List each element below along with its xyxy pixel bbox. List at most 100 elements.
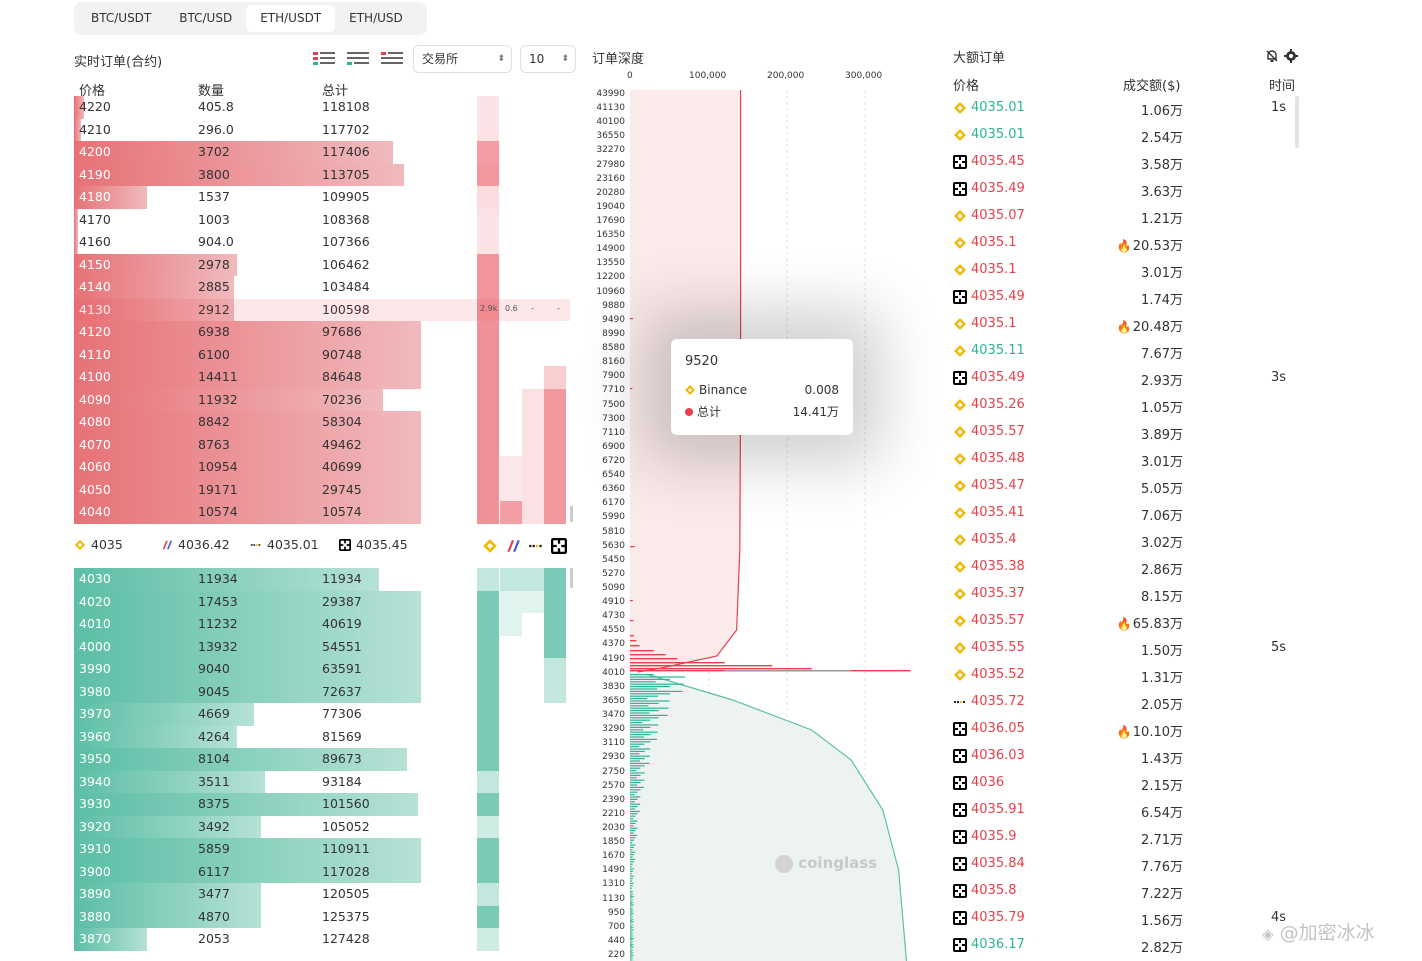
large-order-row[interactable]: 4035.48 3.01万 [953, 446, 1303, 473]
ask-row[interactable]: 4210 296.0 117702 [74, 118, 574, 141]
bid-row[interactable]: 3900 6117 117028 [74, 860, 574, 883]
bid-depth-bar [74, 905, 262, 928]
ask-row[interactable]: 4150 2978 106462 [74, 253, 574, 276]
large-order-row[interactable]: 4036.17 2.82万 [953, 932, 1303, 959]
large-order-price: 4036.05 [971, 721, 1025, 736]
large-order-row[interactable]: 4035.55 1.50万 5s [953, 635, 1303, 662]
tab-btc-usd[interactable]: BTC/USD [179, 11, 233, 25]
ask-total: 109905 [322, 189, 370, 204]
exchange-mini-bar [544, 456, 566, 479]
ask-qty: 8842 [198, 414, 230, 429]
large-order-row[interactable]: 4035.26 1.05万 [953, 392, 1303, 419]
ask-row[interactable]: 4110 6100 90748 [74, 343, 574, 366]
settings-gear-icon[interactable] [1284, 49, 1298, 63]
large-order-row[interactable]: 4035.1 🔥20.53万 [953, 230, 1303, 257]
large-order-row[interactable]: 4035.57 3.89万 [953, 419, 1303, 446]
large-order-row[interactable]: 4035.11 7.67万 [953, 338, 1303, 365]
large-orders-scrollbar[interactable] [1295, 96, 1299, 148]
bid-row[interactable]: 4000 13932 54551 [74, 635, 574, 658]
large-order-row[interactable]: 4035.9 2.71万 [953, 824, 1303, 851]
large-order-row[interactable]: 4035.4 3.02万 [953, 527, 1303, 554]
large-order-row[interactable]: 4035.79 1.56万 4s [953, 905, 1303, 932]
large-order-row[interactable]: 4035.91 6.54万 [953, 797, 1303, 824]
large-order-row[interactable]: 4036.05 🔥10.10万 [953, 716, 1303, 743]
large-order-row[interactable]: 4035.49 3.63万 [953, 176, 1303, 203]
ask-row[interactable]: 4060 10954 40699 [74, 456, 574, 479]
bid-row[interactable]: 3950 8104 89673 [74, 748, 574, 771]
bid-row[interactable]: 3970 4669 77306 [74, 703, 574, 726]
bid-row[interactable]: 4030 11934 11934 [74, 568, 574, 591]
ask-row[interactable]: 4040 10574 10574 [74, 501, 574, 524]
ask-row[interactable]: 4100 14411 84648 [74, 366, 574, 389]
filter-bitmex[interactable] [505, 538, 521, 558]
bid-row[interactable]: 4010 11232 40619 [74, 613, 574, 636]
view-asks-icon[interactable] [381, 51, 403, 67]
bid-row[interactable]: 3870 2053 127428 [74, 928, 574, 951]
bid-row[interactable]: 3930 8375 101560 [74, 793, 574, 816]
large-order-row[interactable]: 4035.84 7.76万 [953, 851, 1303, 878]
bid-row[interactable]: 3880 4870 125375 [74, 905, 574, 928]
bid-row[interactable]: 3960 4264 81569 [74, 725, 574, 748]
okx-icon [953, 830, 967, 844]
large-order-row[interactable]: 4035.8 7.22万 [953, 878, 1303, 905]
bid-row[interactable]: 3920 3492 105052 [74, 815, 574, 838]
view-bids-icon[interactable] [347, 51, 369, 67]
asks-scrollbar[interactable] [570, 506, 573, 522]
large-order-row[interactable]: 4036.03 1.43万 [953, 743, 1303, 770]
tab-eth-usdt[interactable]: ETH/USDT [246, 5, 336, 32]
ask-row[interactable]: 4130 2912 100598 [74, 298, 574, 321]
ask-row[interactable]: 4050 19171 29745 [74, 478, 574, 501]
large-order-row[interactable]: 4035.01 2.54万 [953, 122, 1303, 149]
large-order-row[interactable]: 4035.38 2.86万 [953, 554, 1303, 581]
bid-row[interactable]: 3890 3477 120505 [74, 883, 574, 906]
large-order-row[interactable]: 4035.45 3.58万 [953, 149, 1303, 176]
exchange-mini-bar [477, 703, 499, 726]
bid-row[interactable]: 3940 3511 93184 [74, 770, 574, 793]
large-order-row[interactable]: 4035.47 5.05万 [953, 473, 1303, 500]
bid-row[interactable]: 3980 9045 72637 [74, 680, 574, 703]
large-order-row[interactable]: 4035.49 1.74万 [953, 284, 1303, 311]
ask-row[interactable]: 4170 1003 108368 [74, 208, 574, 231]
large-order-row[interactable]: 4035.72 2.05万 [953, 689, 1303, 716]
large-order-row[interactable]: 4035.1 🔥20.48万 [953, 311, 1303, 338]
ask-row[interactable]: 4070 8763 49462 [74, 433, 574, 456]
ask-row[interactable]: 4190 3800 113705 [74, 163, 574, 186]
large-order-row[interactable]: 4035.37 8.15万 [953, 581, 1303, 608]
bids-scrollbar[interactable] [570, 568, 573, 588]
binance-icon [954, 318, 966, 330]
exchange-select[interactable]: 交易所 ⬍ [413, 45, 512, 73]
view-both-icon[interactable] [313, 51, 335, 67]
ask-row[interactable]: 4080 8842 58304 [74, 411, 574, 434]
large-order-row[interactable]: 4036 2.15万 [953, 770, 1303, 797]
ask-row[interactable]: 4160 904.0 107366 [74, 231, 574, 254]
depth-select[interactable]: 10 ⬍ [520, 45, 576, 73]
ask-row[interactable]: 4140 2885 103484 [74, 276, 574, 299]
depth-bid-level [630, 844, 636, 846]
depth-y-tick: 3830 [602, 681, 625, 692]
large-order-row[interactable]: 4035.1 3.01万 [953, 257, 1303, 284]
ask-row[interactable]: 4200 3702 117406 [74, 141, 574, 164]
bid-row[interactable]: 3910 5859 110911 [74, 838, 574, 861]
tab-btc-usdt[interactable]: BTC/USDT [91, 11, 152, 25]
bid-row[interactable]: 4020 17453 29387 [74, 590, 574, 613]
large-order-row[interactable]: 4035.49 2.93万 3s [953, 365, 1303, 392]
filter-okx[interactable] [551, 538, 567, 558]
filter-binance[interactable] [482, 538, 498, 558]
tab-eth-usd[interactable]: ETH/USD [349, 11, 403, 25]
bid-row[interactable]: 3990 9040 63591 [74, 658, 574, 681]
large-order-row[interactable]: 4035.07 1.21万 [953, 203, 1303, 230]
ask-row[interactable]: 4090 11932 70236 [74, 388, 574, 411]
ask-row[interactable]: 4220 405.8 118108 [74, 96, 574, 119]
large-order-amount-value: 3.01万 [1141, 266, 1183, 281]
mute-bell-icon[interactable] [1265, 49, 1279, 63]
large-order-price: 4035.8 [971, 883, 1017, 898]
ask-row[interactable]: 4180 1537 109905 [74, 186, 574, 209]
large-order-row[interactable]: 4035.41 7.06万 [953, 500, 1303, 527]
filter-bybit[interactable] [528, 538, 544, 558]
ask-row[interactable]: 4120 6938 97686 [74, 321, 574, 344]
large-order-amount-value: 8.15万 [1141, 590, 1183, 605]
large-order-row[interactable]: 4035.57 🔥65.83万 [953, 608, 1303, 635]
large-order-row[interactable]: 4035.01 1.06万 1s [953, 95, 1303, 122]
large-order-amount: 1.43万 [1141, 748, 1183, 767]
large-order-row[interactable]: 4035.52 1.31万 [953, 662, 1303, 689]
